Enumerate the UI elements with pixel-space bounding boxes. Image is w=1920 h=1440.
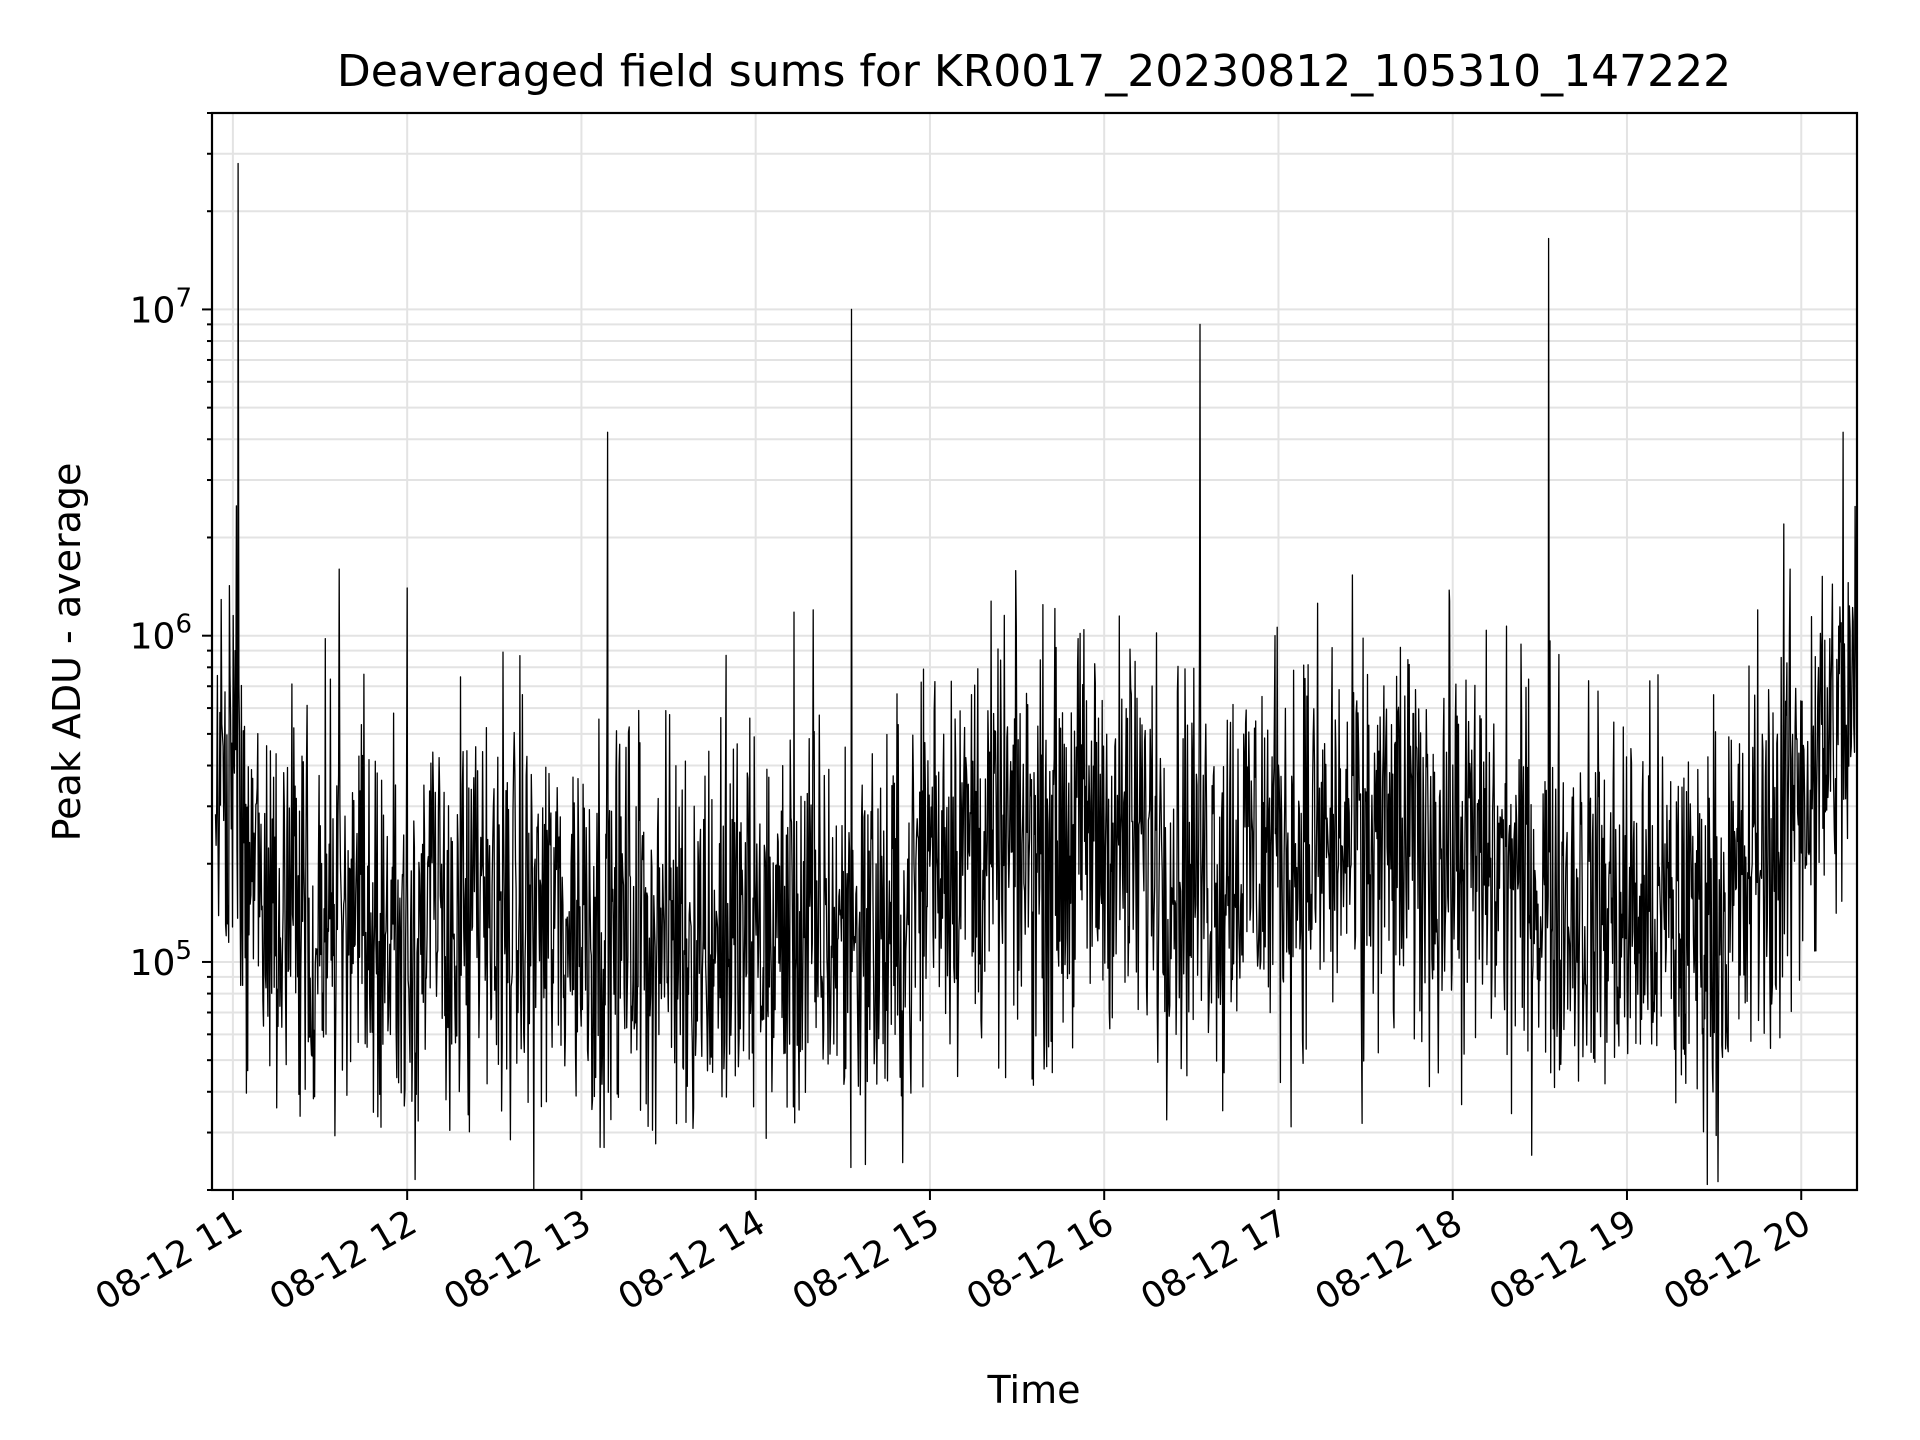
- y-tick-label: 107: [130, 283, 192, 331]
- y-axis: 105 106 107: [130, 112, 212, 1191]
- y-axis-label: Peak ADU - average: [45, 463, 89, 842]
- series: [214, 162, 1858, 1191]
- x-axis-label: Time: [987, 1368, 1081, 1412]
- y-tick-label: 105: [130, 936, 192, 984]
- chart-title: Deaveraged field sums for KR0017_2023081…: [337, 46, 1731, 97]
- y-tick-label: 106: [130, 610, 192, 658]
- data-line: [214, 162, 1858, 1191]
